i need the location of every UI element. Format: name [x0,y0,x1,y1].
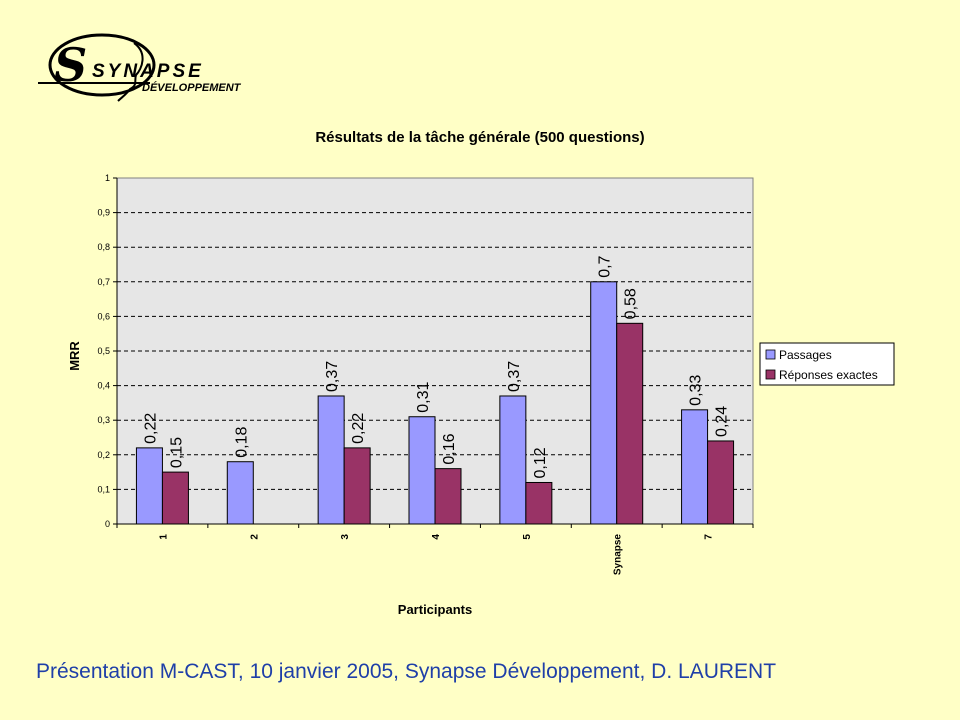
legend-swatch-passages [765,349,776,360]
footer-caption: Présentation M-CAST, 10 janvier 2005, Sy… [36,660,777,683]
y-axis-label: MRR [67,341,82,371]
y-tick-label: 0,5 [97,346,110,356]
bar-reponses-exactes [161,471,189,525]
legend: Passages Réponses exactes [759,342,895,386]
x-tick-label: 7 [704,534,715,540]
synapse-logo: S SYNAPSE DÉVELOPPEMENT [38,33,242,102]
x-axis-categories: 1 2 3 4 5 Synapse 7 [116,524,754,576]
logo-brand: SYNAPSE [92,61,204,82]
y-tick-label: 0,4 [97,381,110,391]
bar-reponses-exactes [434,468,462,525]
legend-swatch-reponses [765,369,776,380]
data-label: 0,58 [623,288,640,319]
legend-label-reponses: Réponses exactes [779,368,878,382]
data-label: 0,7 [597,255,614,277]
x-tick-label: 3 [340,534,351,540]
bar-passages [590,281,618,525]
y-axis-ticks: 0 0,1 0,2 0,3 0,4 0,5 0,6 0,7 0,8 0,9 1 [97,173,117,529]
logo-swoosh [48,33,156,97]
legend-label-passages: Passages [779,348,832,362]
bar-passages [681,409,709,525]
x-tick-label: 1 [158,534,169,540]
y-tick-label: 0,1 [97,484,110,494]
bar-reponses-exactes [616,322,644,525]
bar-passages [317,395,345,525]
bars [135,281,735,525]
x-tick-label: 2 [249,534,260,540]
y-tick-label: 0,2 [97,450,110,460]
bar-reponses-exactes [707,440,735,525]
x-tick-label: 5 [522,534,533,540]
legend-box [759,342,895,386]
bar-reponses-exactes [525,481,553,525]
data-label: 0,15 [168,437,185,468]
logo-subtitle: DÉVELOPPEMENT [142,81,242,94]
bar-passages [408,416,436,525]
data-label: 0,22 [350,413,367,444]
data-label: 0,16 [441,433,458,464]
y-tick-label: 0,7 [97,277,110,287]
data-label: 0,37 [324,361,341,392]
y-tick-label: 0,8 [97,242,110,252]
bar-chart: 00,10,20,30,40,50,60,70,80,91 0,220,15 0,… [67,129,895,617]
x-tick-label: 4 [431,534,442,540]
bar-passages [499,395,527,525]
x-axis-label: Participants [398,602,472,617]
bar-reponses-exactes [343,447,371,525]
data-label: 0,37 [506,361,523,392]
y-tick-label: 1 [105,173,110,183]
chart-title: Résultats de la tâche générale (500 ques… [315,129,644,146]
y-tick-label: 0,9 [97,208,110,218]
data-label: 0,33 [688,375,705,406]
data-label: 0,18 [233,426,250,457]
y-tick-label: 0,6 [97,311,110,321]
bar-passages [226,461,254,525]
data-label: 0,24 [714,406,731,437]
y-tick-label: 0 [105,519,110,529]
data-label: 0,12 [532,447,549,478]
data-label: 0,31 [415,381,432,412]
data-label: 0,22 [142,413,159,444]
x-tick-label: Synapse [613,534,624,576]
bar-passages [135,447,163,525]
y-tick-label: 0,3 [97,415,110,425]
data-labels: 0,22 0,15 0,18 0,37 0,22 0,31 0,16 0,37 0,12 0,7 0… [142,255,730,478]
